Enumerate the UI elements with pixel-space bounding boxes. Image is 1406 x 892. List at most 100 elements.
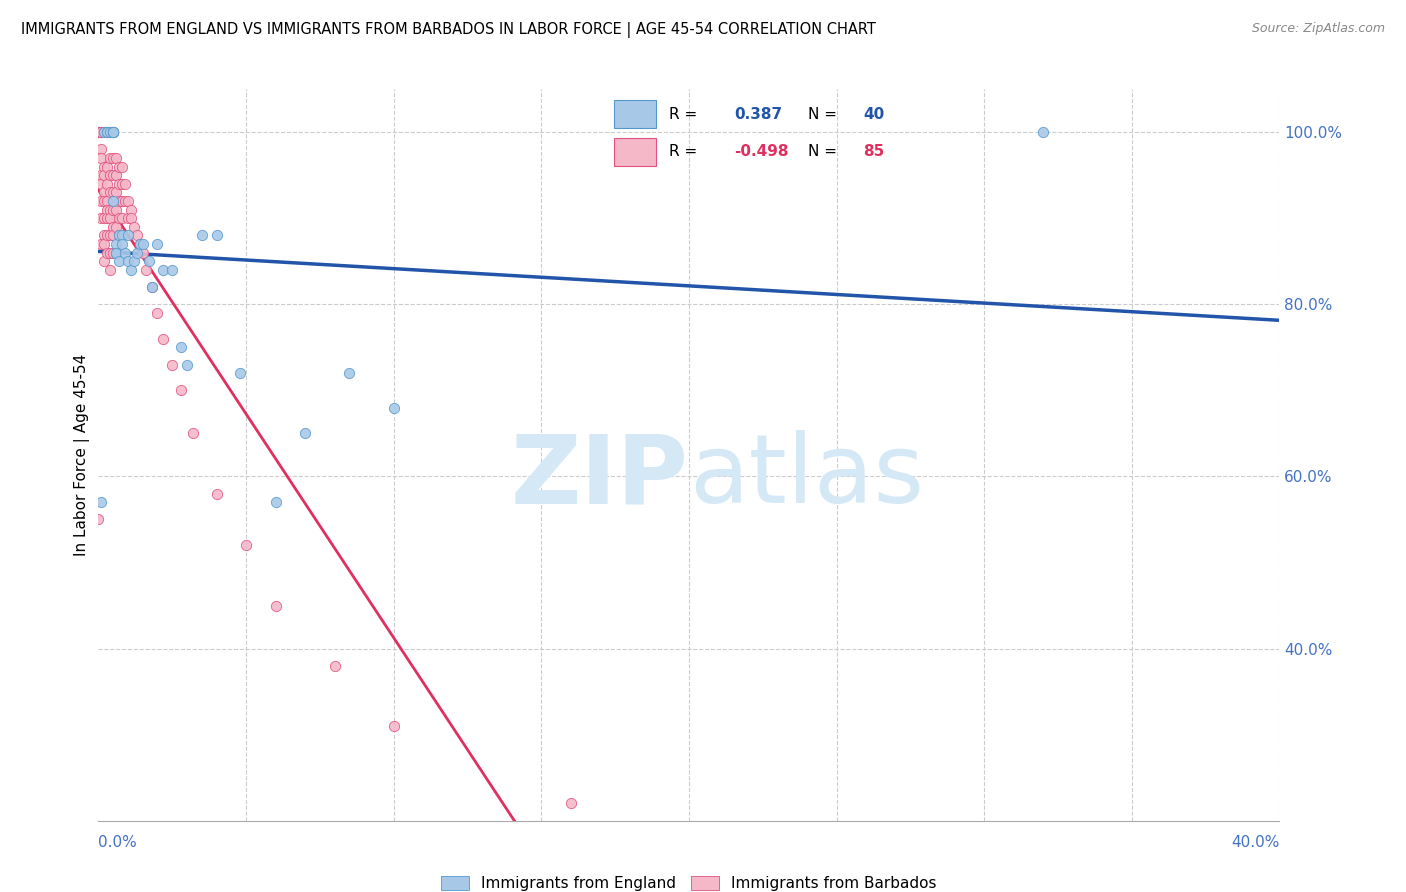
Legend: Immigrants from England, Immigrants from Barbados: Immigrants from England, Immigrants from… (436, 870, 942, 892)
Point (103, 125, 125, 139)
Point (96, 194, 118, 208)
Point (98, 245, 121, 260)
Point (111, 160, 134, 174)
FancyBboxPatch shape (614, 100, 657, 128)
Point (108, 211, 131, 226)
Point (105, 186, 128, 200)
Point (96, 177, 118, 191)
Point (560, 797, 582, 811)
Text: IMMIGRANTS FROM ENGLAND VS IMMIGRANTS FROM BARBADOS IN LABOR FORCE | AGE 45-54 C: IMMIGRANTS FROM ENGLAND VS IMMIGRANTS FR… (21, 22, 876, 38)
Point (93, 168, 115, 182)
Point (96, 228, 118, 243)
Point (138, 254, 160, 268)
Point (125, 245, 148, 260)
Point (108, 254, 131, 268)
Point (114, 194, 136, 208)
Point (103, 151, 125, 165)
Point (93, 237, 115, 252)
Point (98, 125, 121, 139)
Point (108, 194, 131, 208)
Point (103, 228, 125, 243)
Point (103, 245, 125, 260)
Point (93, 125, 115, 139)
Point (105, 202, 128, 217)
Point (90, 143, 112, 157)
Point (105, 245, 128, 260)
Point (103, 186, 125, 200)
Point (141, 280, 163, 294)
Point (105, 245, 128, 260)
Point (111, 228, 134, 243)
Point (382, 719, 405, 733)
Point (117, 211, 139, 226)
Point (111, 237, 134, 252)
Point (98, 228, 121, 243)
Point (103, 125, 125, 139)
Point (323, 658, 346, 673)
Text: N =: N = (808, 106, 842, 121)
Point (90, 168, 112, 182)
Point (93, 160, 115, 174)
Text: Source: ZipAtlas.com: Source: ZipAtlas.com (1251, 22, 1385, 36)
Point (103, 125, 125, 139)
Point (96, 125, 118, 139)
Point (98, 186, 121, 200)
Point (132, 245, 155, 260)
Point (170, 384, 193, 398)
Point (111, 211, 134, 226)
Point (103, 125, 125, 139)
Point (146, 306, 169, 320)
Point (205, 486, 228, 500)
Text: R =: R = (669, 106, 703, 121)
Y-axis label: In Labor Force | Age 45-54: In Labor Force | Age 45-54 (75, 354, 90, 556)
Point (87, 125, 110, 139)
Point (96, 125, 118, 139)
Point (264, 495, 287, 509)
Text: 40: 40 (863, 106, 884, 121)
Point (117, 228, 139, 243)
Point (105, 237, 128, 252)
Text: ZIP: ZIP (510, 430, 689, 524)
Point (382, 401, 405, 415)
Point (135, 263, 157, 277)
Text: -0.498: -0.498 (734, 145, 789, 160)
Point (294, 426, 316, 441)
Text: N =: N = (808, 145, 842, 160)
Point (103, 202, 125, 217)
Point (108, 160, 131, 174)
Point (176, 358, 198, 372)
Point (98, 263, 121, 277)
FancyBboxPatch shape (614, 137, 657, 166)
Point (105, 151, 128, 165)
Point (152, 332, 174, 346)
Point (90, 237, 112, 252)
Point (264, 599, 287, 613)
Point (205, 228, 228, 243)
Point (235, 538, 257, 552)
Point (114, 245, 136, 260)
Point (90, 194, 112, 208)
Point (152, 263, 174, 277)
Point (96, 202, 118, 217)
Point (90, 151, 112, 165)
Point (90, 125, 112, 139)
Point (1032, 125, 1054, 139)
Point (98, 211, 121, 226)
Point (96, 160, 118, 174)
Point (105, 219, 128, 234)
Text: 40.0%: 40.0% (1232, 836, 1279, 850)
Point (96, 245, 118, 260)
Point (117, 254, 139, 268)
Point (132, 237, 155, 252)
Point (93, 228, 115, 243)
Point (111, 177, 134, 191)
Point (90, 495, 112, 509)
Point (98, 125, 121, 139)
Point (98, 168, 121, 182)
Point (96, 211, 118, 226)
Point (103, 219, 125, 234)
Point (128, 237, 150, 252)
Point (114, 177, 136, 191)
Point (108, 228, 131, 243)
Point (339, 366, 360, 380)
